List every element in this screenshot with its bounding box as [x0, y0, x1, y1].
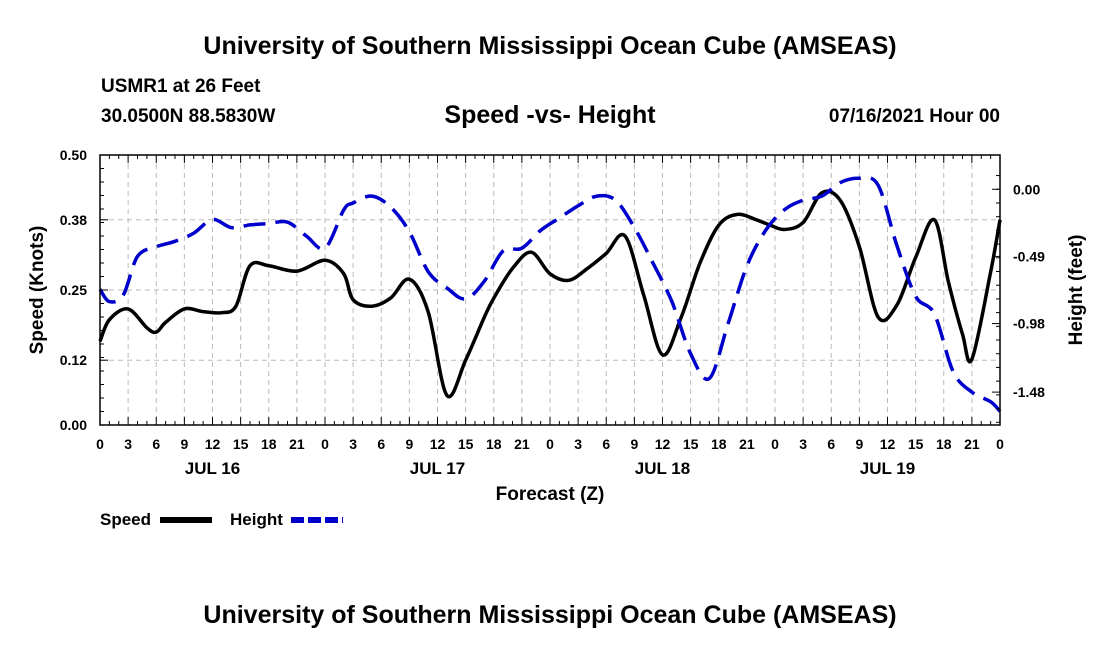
plot-title: Speed -vs- Height — [444, 101, 656, 129]
x-tick-label: 0 — [771, 436, 779, 452]
x-tick-label: 15 — [683, 436, 699, 452]
y-right-tick-label: 0.00 — [1013, 181, 1040, 197]
x-tick-label: 9 — [630, 436, 638, 452]
x-tick-label: 21 — [289, 436, 305, 452]
series-height-line — [98, 175, 1002, 413]
y-left-tick-label: 0.50 — [60, 147, 87, 163]
x-tick-label: 9 — [855, 436, 863, 452]
x-tick-label: 0 — [321, 436, 329, 452]
x-axis-title: Forecast (Z) — [496, 484, 605, 505]
y-left-tick-label: 0.00 — [60, 417, 87, 433]
x-tick-label: 9 — [405, 436, 413, 452]
y-right-tick-label: -1.48 — [1013, 384, 1045, 400]
x-tick-label: 15 — [233, 436, 249, 452]
x-tick-label: 12 — [655, 436, 671, 452]
x-tick-label: 15 — [908, 436, 924, 452]
x-tick-label: 18 — [261, 436, 277, 452]
x-tick-label: 3 — [799, 436, 807, 452]
day-label: JUL 17 — [410, 459, 465, 478]
legend-height-label: Height — [230, 510, 283, 529]
y-left-tick-label: 0.38 — [60, 212, 87, 228]
x-tick-label: 15 — [458, 436, 474, 452]
x-tick-label: 6 — [827, 436, 835, 452]
y-right-tick-label: -0.98 — [1013, 316, 1045, 332]
x-tick-label: 3 — [349, 436, 357, 452]
x-tick-label: 21 — [514, 436, 530, 452]
station-label: USMR1 at 26 Feet — [101, 76, 261, 97]
series-speed-line — [98, 189, 1002, 399]
series-layer — [98, 175, 1002, 413]
x-tick-label: 21 — [964, 436, 980, 452]
day-label: JUL 19 — [860, 459, 915, 478]
x-tick-label: 6 — [152, 436, 160, 452]
x-tick-label: 12 — [205, 436, 221, 452]
x-tick-label: 18 — [711, 436, 727, 452]
x-tick-label: 12 — [430, 436, 446, 452]
y-left-tick-label: 0.12 — [60, 352, 87, 368]
y-left-axis-title: Speed (Knots) — [27, 226, 48, 355]
y-left-tick-label: 0.25 — [60, 282, 87, 298]
x-tick-label: 0 — [96, 436, 104, 452]
x-tick-label: 0 — [996, 436, 1004, 452]
x-tick-label: 18 — [486, 436, 502, 452]
y-right-axis-title: Height (feet) — [1066, 235, 1087, 346]
x-tick-label: 3 — [574, 436, 582, 452]
axes: 0 3 6 9 12 15 18 21 0 3 6 9 12 15 18 21 0 3 6 9 12 15 18 21 0 3 6 9… — [27, 147, 1087, 505]
x-tick-label: 9 — [180, 436, 188, 452]
chart-title-bottom: University of Southern Mississippi Ocean… — [203, 601, 897, 629]
location-label: 30.0500N 88.5830W — [101, 106, 276, 127]
x-tick-label: 0 — [546, 436, 554, 452]
x-tick-label: 6 — [602, 436, 610, 452]
day-label: JUL 16 — [185, 459, 240, 478]
grid — [100, 155, 1000, 425]
x-tick-label: 6 — [377, 436, 385, 452]
x-tick-label: 3 — [124, 436, 132, 452]
x-tick-label: 12 — [880, 436, 896, 452]
datetime-label: 07/16/2021 Hour 00 — [828, 106, 1000, 127]
x-tick-label: 21 — [739, 436, 755, 452]
x-tick-label: 18 — [936, 436, 952, 452]
y-right-tick-label: -0.49 — [1013, 248, 1045, 264]
legend: Speed Height — [100, 510, 343, 529]
legend-speed-label: Speed — [100, 510, 151, 529]
day-label: JUL 18 — [635, 459, 690, 478]
chart-title-top: University of Southern Mississippi Ocean… — [203, 32, 897, 60]
